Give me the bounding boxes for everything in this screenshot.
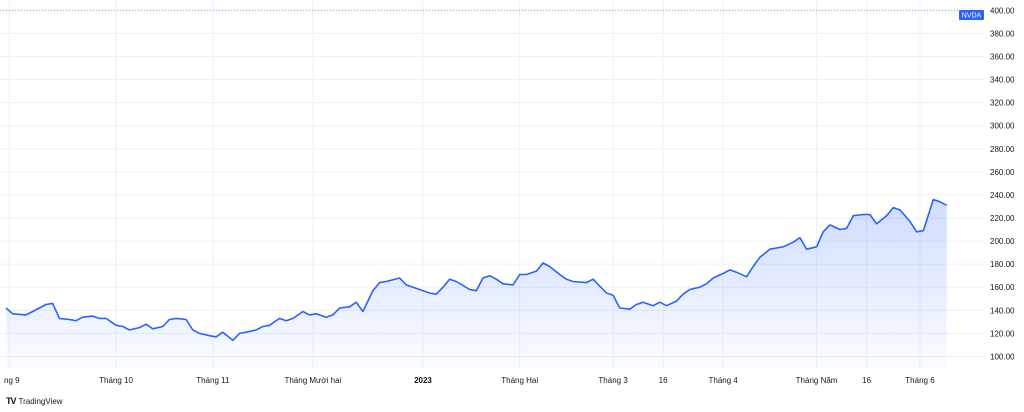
x-tick-label: 16 <box>659 376 668 385</box>
x-tick-label: Tháng 3 <box>598 376 628 385</box>
y-tick-label: 320.00 <box>990 99 1015 108</box>
tradingview-logo-icon: TV <box>6 396 16 406</box>
y-tick-label: 160.00 <box>990 283 1015 292</box>
x-tick-label: Tháng Hai <box>501 376 538 385</box>
price-line <box>5 198 948 342</box>
y-tick-label: 120.00 <box>990 329 1015 338</box>
x-tick-label: Tháng 11 <box>196 376 230 385</box>
y-axis: 100.00 120.00 140.00 160.00 180.00 200.00 220.… <box>990 6 1015 361</box>
tradingview-attribution[interactable]: TV TradingView <box>6 396 63 406</box>
y-tick-label: 260.00 <box>990 168 1015 177</box>
y-tick-label: 340.00 <box>990 76 1015 85</box>
x-tick-label: Tháng 6 <box>905 376 935 385</box>
x-tick-label: Tháng Mười hai <box>284 376 341 385</box>
y-tick-label: 280.00 <box>990 145 1015 154</box>
x-axis: ng 9 Tháng 10 Tháng 11 Tháng Mười hai 2023 Th… <box>4 376 935 385</box>
y-tick-label: 360.00 <box>990 52 1015 61</box>
y-tick-label: 200.00 <box>990 237 1015 246</box>
y-tick-label: 300.00 <box>990 122 1015 131</box>
symbol-badge-text: NVDA <box>962 13 982 20</box>
y-tick-label: 140.00 <box>990 306 1015 315</box>
symbol-badge-bg <box>959 10 984 20</box>
x-tick-label: Tháng 10 <box>99 376 133 385</box>
y-tick-label: 400.00 <box>990 6 1015 15</box>
x-tick-label: 2023 <box>414 376 432 385</box>
y-tick-label: 100.00 <box>990 352 1015 361</box>
x-tick-label: 16 <box>862 376 871 385</box>
y-tick-label: 380.00 <box>990 29 1015 38</box>
price-area <box>6 199 947 368</box>
tradingview-label: TradingView <box>18 396 63 406</box>
y-tick-label: 180.00 <box>990 260 1015 269</box>
x-tick-label: ng 9 <box>4 376 20 385</box>
x-tick-label: Tháng Năm <box>796 376 838 385</box>
symbol-badge: NVDA <box>959 10 984 20</box>
y-tick-label: 240.00 <box>990 191 1015 200</box>
y-tick-label: 220.00 <box>990 214 1015 223</box>
x-tick-label: Tháng 4 <box>708 376 738 385</box>
